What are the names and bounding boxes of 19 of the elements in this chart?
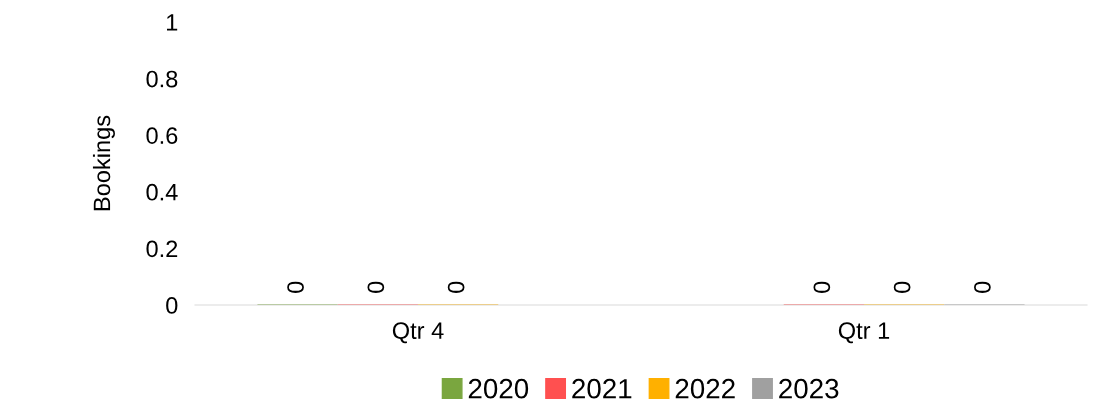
y-tick-label: 0.4 xyxy=(146,183,178,201)
data-label: 0 xyxy=(287,281,304,293)
legend-label: 2023 xyxy=(779,378,839,399)
y-axis-title: Bookings xyxy=(92,115,115,211)
y-tick-label: 0.2 xyxy=(146,240,178,258)
data-label: 0 xyxy=(367,281,385,293)
x-tick-label: Qtr 1 xyxy=(838,322,890,344)
data-label: 0 xyxy=(974,281,991,293)
y-tick-label: 0 xyxy=(166,297,178,314)
data-label: 0 xyxy=(813,281,831,293)
y-tick-label: 1 xyxy=(167,14,178,31)
y-tick-label: 0.8 xyxy=(146,70,178,88)
legend-label: 2020 xyxy=(468,378,529,399)
data-label: 0 xyxy=(447,281,465,293)
legend-label: 2021 xyxy=(572,378,632,399)
y-tick-label: 0.6 xyxy=(146,127,178,144)
legend-label: 2022 xyxy=(675,378,735,399)
x-tick-label: Qtr 4 xyxy=(392,322,444,344)
data-label: 0 xyxy=(893,281,911,293)
